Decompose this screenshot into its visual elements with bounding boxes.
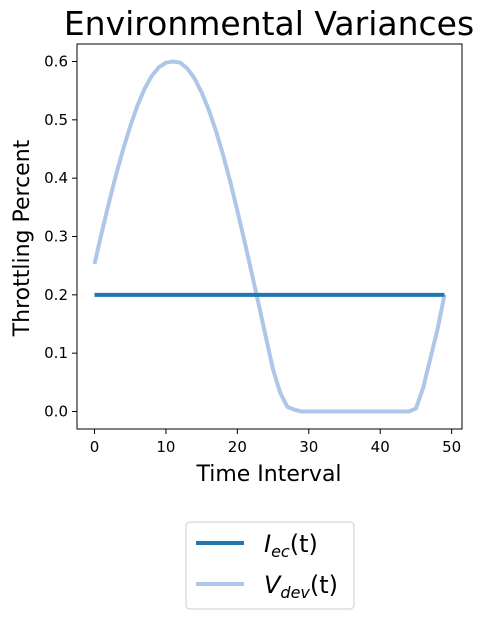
y-tick-label: 0.1 xyxy=(44,344,68,362)
chart-title: Environmental Variances xyxy=(64,4,474,43)
y-axis-ticks: 0.0 0.1 0.2 0.3 0.4 0.5 0.6 xyxy=(44,53,77,421)
y-axis-label: Throttling Percent xyxy=(10,139,35,337)
legend-label-vdev: Vdev(t) xyxy=(264,571,338,602)
y-tick-label: 0.4 xyxy=(44,169,68,187)
x-tick-label: 40 xyxy=(371,438,390,456)
x-axis-ticks: 0 10 20 30 40 50 xyxy=(90,429,461,456)
legend: Iec(t) Vdev(t) xyxy=(185,521,355,610)
y-tick-label: 0.2 xyxy=(44,286,68,304)
y-tick-label: 0.5 xyxy=(44,111,68,129)
x-tick-label: 0 xyxy=(90,438,100,456)
series-layer xyxy=(92,59,447,414)
x-tick-label: 10 xyxy=(156,438,175,456)
y-tick-label: 0.3 xyxy=(44,228,68,246)
series-line-vdev xyxy=(92,59,447,414)
x-axis-label: Time Interval xyxy=(195,462,341,487)
legend-label-iec: Iec(t) xyxy=(264,530,318,561)
x-tick-label: 50 xyxy=(442,438,461,456)
y-tick-label: 0.6 xyxy=(44,53,68,71)
x-tick-label: 30 xyxy=(299,438,318,456)
y-tick-label: 0.0 xyxy=(44,403,68,421)
x-tick-label: 20 xyxy=(228,438,247,456)
plot-area-frame xyxy=(76,43,463,430)
